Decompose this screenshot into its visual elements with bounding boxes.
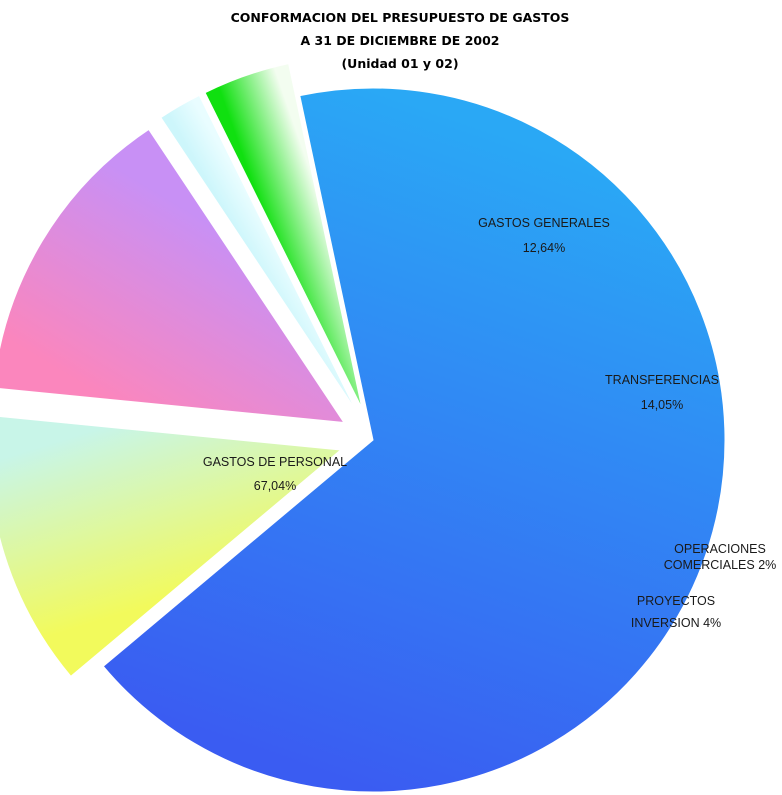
- pie-slice-transferencias: [0, 128, 345, 424]
- slice-label-line: TRANSFERENCIAS: [605, 373, 719, 387]
- slice-label-line: 12,64%: [523, 241, 565, 255]
- slice-label-line: GASTOS DE PERSONAL: [203, 455, 347, 469]
- slice-label-line: GASTOS GENERALES: [478, 216, 610, 230]
- slice-label-gastos-de-personal: GASTOS DE PERSONAL 67,04%: [203, 455, 347, 493]
- slice-label-operaciones-comerciales: OPERACIONES COMERCIALES 2%: [664, 542, 777, 572]
- pie-slices: [0, 62, 726, 793]
- pie-slice-proyectos-inversion: [204, 62, 363, 409]
- slice-label-line: 14,05%: [641, 398, 683, 412]
- pie-labels: GASTOS DE PERSONAL 67,04% GASTOS GENERALES…: [203, 216, 776, 630]
- pie-slice-gastos-de-personal: [102, 87, 726, 793]
- slice-label-transferencias: TRANSFERENCIAS 14,05%: [605, 373, 719, 412]
- slice-label-line: 67,04%: [254, 479, 296, 493]
- slice-label-line: OPERACIONES: [674, 542, 766, 556]
- slice-label-gastos-generales: GASTOS GENERALES 12,64%: [478, 216, 610, 255]
- pie-slice-operaciones-comerciales: [160, 94, 357, 411]
- chart-title-line-2: A 31 DE DICIEMBRE DE 2002: [301, 33, 500, 48]
- pie-slice-gastos-generales: [0, 416, 342, 678]
- slice-label-line: PROYECTOS: [637, 594, 715, 608]
- slice-label-line: COMERCIALES 2%: [664, 558, 777, 572]
- chart-title-line-1: CONFORMACION DEL PRESUPUESTO DE GASTOS: [231, 10, 570, 25]
- slice-label-proyectos-inversion: PROYECTOS INVERSION 4%: [631, 594, 721, 630]
- slice-label-line: INVERSION 4%: [631, 616, 721, 630]
- chart-title: CONFORMACION DEL PRESUPUESTO DE GASTOS A…: [231, 10, 570, 71]
- chart-title-line-3: (Unidad 01 y 02): [341, 56, 458, 71]
